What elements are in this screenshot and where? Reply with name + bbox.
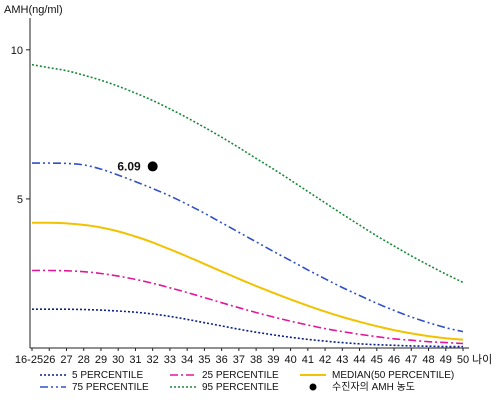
legend: 5 PERCENTILE 25 PERCENTILE MEDIAN(50 PERCE… bbox=[40, 370, 454, 393]
series-line-75-percentile bbox=[32, 162, 464, 333]
y-axis-title: AMH(ng/ml) bbox=[4, 4, 63, 16]
legend-label: 수진자의 AMH 농도 bbox=[332, 381, 415, 393]
axes: AMH(ng/ml) 나이 5 10 16-25 26 27 28 29 30 31 32 33 34… bbox=[4, 4, 492, 366]
y-tick-label: 5 bbox=[17, 194, 23, 206]
legend-item: 95 PERCENTILE bbox=[170, 382, 279, 393]
x-tick-label: 48 bbox=[422, 354, 434, 366]
x-tick-label: 44 bbox=[353, 354, 365, 366]
x-tick-label: 36 bbox=[216, 354, 228, 366]
legend-label: 5 PERCENTILE bbox=[72, 370, 143, 381]
x-tick-label: 45 bbox=[371, 354, 383, 366]
legend-item: 5 PERCENTILE bbox=[40, 370, 143, 381]
series-layer bbox=[31, 63, 464, 348]
x-tick-label: 26 bbox=[43, 354, 55, 366]
y-tick-label: 10 bbox=[11, 45, 23, 57]
x-tick-label: 28 bbox=[78, 354, 90, 366]
patient-amh-value-label: 6.09 bbox=[117, 159, 141, 173]
series-line-95-percentile bbox=[31, 63, 464, 284]
x-tick-label: 41 bbox=[302, 354, 314, 366]
x-tick-label: 50 bbox=[457, 354, 469, 366]
legend-item: MEDIAN(50 PERCENTILE) bbox=[300, 370, 454, 381]
x-tick-label: 29 bbox=[95, 354, 107, 366]
x-tick-label: 37 bbox=[233, 354, 245, 366]
legend-item: 25 PERCENTILE bbox=[170, 370, 279, 381]
legend-label: MEDIAN(50 PERCENTILE) bbox=[332, 370, 454, 381]
marker-layer: 6.09 bbox=[117, 159, 158, 173]
legend-label: 95 PERCENTILE bbox=[202, 382, 279, 393]
series-line-5-percentile bbox=[32, 308, 464, 348]
legend-item: 75 PERCENTILE bbox=[40, 382, 149, 393]
x-tick-label: 40 bbox=[284, 354, 296, 366]
x-tick-label: 42 bbox=[319, 354, 331, 366]
x-tick-label: 31 bbox=[129, 354, 141, 366]
patient-amh-point bbox=[147, 161, 158, 172]
series-line-25-percentile bbox=[31, 269, 464, 345]
x-tick-label: 43 bbox=[336, 354, 348, 366]
x-tick-label: 34 bbox=[181, 354, 193, 366]
x-tick-label: 30 bbox=[112, 354, 124, 366]
x-tick-label: 46 bbox=[388, 354, 400, 366]
x-tick-label: 16-25 bbox=[15, 354, 43, 366]
x-tick-label: 32 bbox=[147, 354, 159, 366]
x-tick-label: 39 bbox=[267, 354, 279, 366]
x-axis-title: 나이 bbox=[472, 353, 492, 366]
x-tick-label: 47 bbox=[405, 354, 417, 366]
x-tick-label: 49 bbox=[440, 354, 452, 366]
legend-item: 수진자의 AMH 농도 bbox=[309, 381, 415, 393]
legend-label: 25 PERCENTILE bbox=[202, 370, 279, 381]
x-tick-label: 35 bbox=[198, 354, 210, 366]
legend-marker bbox=[309, 383, 317, 391]
series-line-median-50-percentile bbox=[31, 221, 464, 341]
x-tick-label: 27 bbox=[60, 354, 72, 366]
legend-label: 75 PERCENTILE bbox=[72, 382, 149, 393]
x-tick-label: 38 bbox=[250, 354, 262, 366]
x-tick-label: 33 bbox=[164, 354, 176, 366]
